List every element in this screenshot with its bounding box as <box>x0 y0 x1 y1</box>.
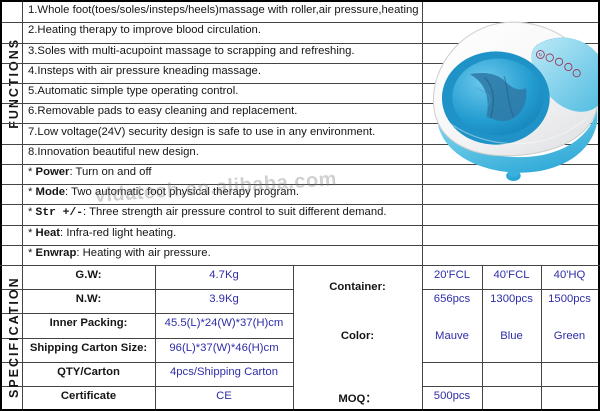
svg-text:↻: ↻ <box>538 53 542 59</box>
